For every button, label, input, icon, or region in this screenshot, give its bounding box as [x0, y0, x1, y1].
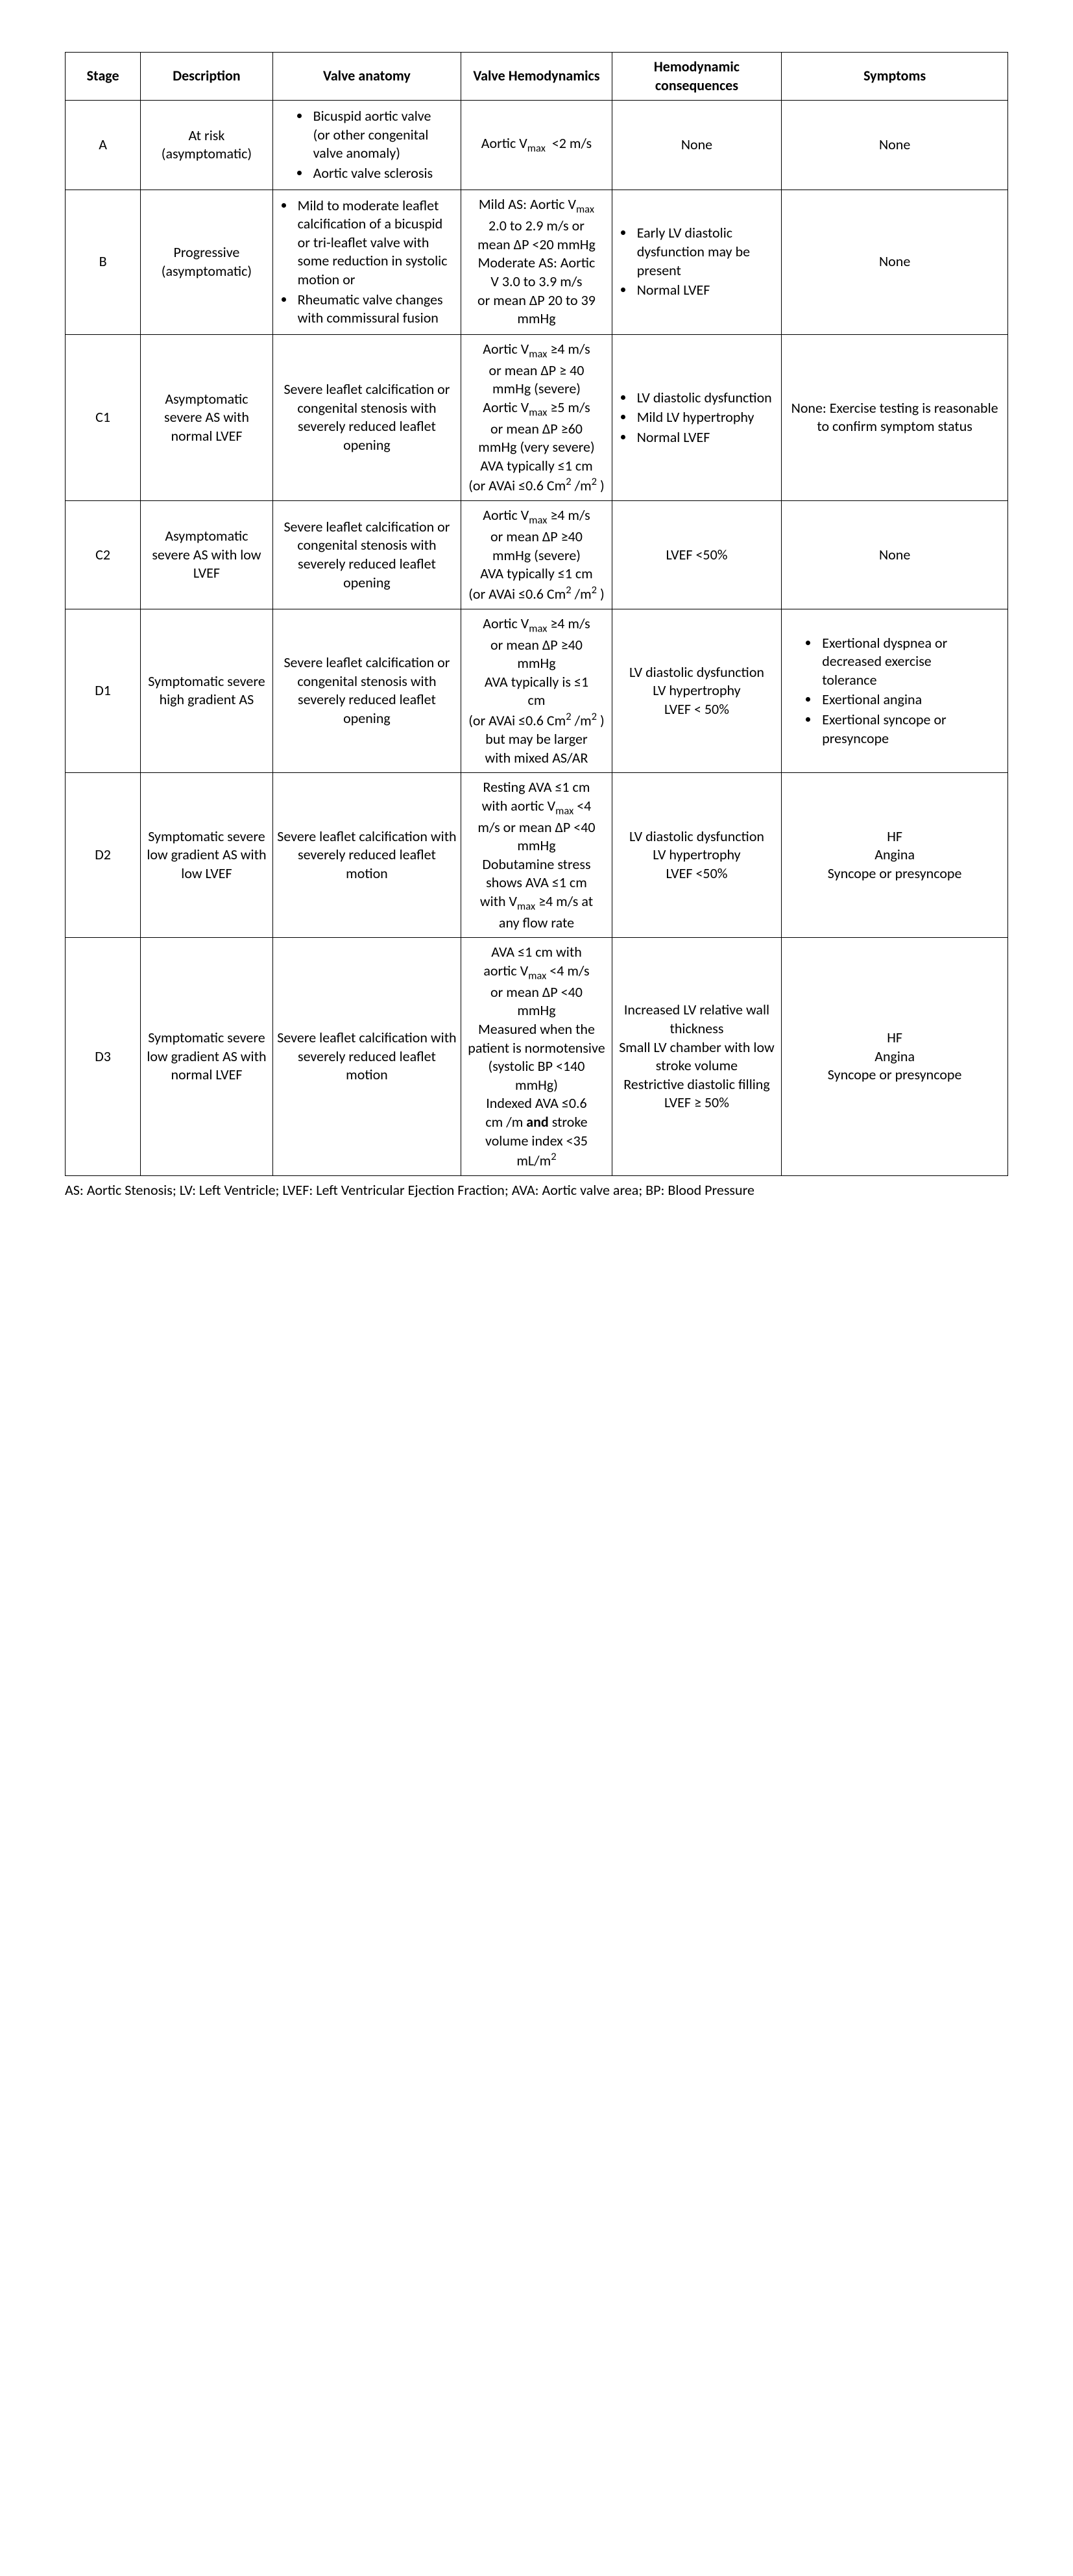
- cell-symptoms: None: [782, 501, 1008, 609]
- cell-hemodynamics: Mild AS: Aortic Vmax2.0 to 2.9 m/s ormea…: [461, 190, 612, 334]
- th-description: Description: [141, 53, 272, 101]
- cell-hemodynamics: Aortic Vmax ≥4 m/sor mean ΔP ≥40mmHg (se…: [461, 501, 612, 609]
- th-consequences: Hemodynamic consequences: [612, 53, 782, 101]
- th-stage: Stage: [66, 53, 141, 101]
- cell-anatomy: Severe leaflet calcification with severe…: [272, 938, 461, 1176]
- cell-consequences: Early LV diastolic dysfunction may be pr…: [612, 190, 782, 334]
- cell-description: At risk (asymptomatic): [141, 101, 272, 190]
- th-anatomy: Valve anatomy: [272, 53, 461, 101]
- table-row: B Progressive (asymptomatic) Mild to mod…: [66, 190, 1008, 334]
- cell-description: Asymptomatic severe AS with lowLVEF: [141, 501, 272, 609]
- cell-hemodynamics: Aortic Vmax ≥4 m/sor mean ΔP ≥ 40mmHg (s…: [461, 334, 612, 501]
- footnote: AS: Aortic Stenosis; LV: Left Ventricle;…: [65, 1181, 1008, 1200]
- list-item: Early LV diastolic dysfunction may be pr…: [634, 224, 778, 280]
- cell-description: Asymptomatic severe AS with normal LVEF: [141, 334, 272, 501]
- table-row: C2 Asymptomatic severe AS with lowLVEF S…: [66, 501, 1008, 609]
- cell-stage: A: [66, 101, 141, 190]
- stages-table: Stage Description Valve anatomy Valve He…: [65, 52, 1008, 1176]
- cell-symptoms: None: [782, 101, 1008, 190]
- cell-consequences: Increased LV relative wall thicknessSmal…: [612, 938, 782, 1176]
- table-row: A At risk (asymptomatic) Bicuspid aortic…: [66, 101, 1008, 190]
- header-row: Stage Description Valve anatomy Valve He…: [66, 53, 1008, 101]
- cell-consequences: LVEF <50%: [612, 501, 782, 609]
- cell-anatomy: Severe leaflet calcification or congenit…: [272, 334, 461, 501]
- cell-stage: C1: [66, 334, 141, 501]
- list-item: Normal LVEF: [634, 281, 778, 300]
- cell-stage: D2: [66, 773, 141, 938]
- list-item: LV diastolic dysfunction: [634, 389, 778, 408]
- table-row: C1 Asymptomatic severe AS with normal LV…: [66, 334, 1008, 501]
- cell-symptoms: None: [782, 190, 1008, 334]
- cell-consequences: LV diastolic dysfunctionLV hypertrophyLV…: [612, 609, 782, 772]
- cell-description: Symptomatic severehigh gradient AS: [141, 609, 272, 772]
- list-item: Bicuspid aortic valve (or other congenit…: [311, 107, 442, 163]
- cell-stage: C2: [66, 501, 141, 609]
- table-row: D2 Symptomatic severelow gradient AS wit…: [66, 773, 1008, 938]
- cell-consequences: LV diastolic dysfunction Mild LV hypertr…: [612, 334, 782, 501]
- cell-hemodynamics: AVA ≤1 cm withaortic Vmax <4 m/sor mean …: [461, 938, 612, 1176]
- cell-symptoms: Exertional dyspnea or decreased exercise…: [782, 609, 1008, 772]
- cell-hemodynamics: Aortic Vmax <2 m/s: [461, 101, 612, 190]
- list-item: Mild LV hypertrophy: [634, 408, 778, 427]
- cell-symptoms: None: Exercise testing is reasonable to …: [782, 334, 1008, 501]
- cell-anatomy: Severe leaflet calcification or congenit…: [272, 609, 461, 772]
- table-row: D1 Symptomatic severehigh gradient AS Se…: [66, 609, 1008, 772]
- cell-anatomy: Severe leaflet calcification or congenit…: [272, 501, 461, 609]
- cell-description: Symptomatic severelow gradient AS withno…: [141, 938, 272, 1176]
- list-item: Exertional syncope or presyncope: [819, 711, 988, 748]
- list-item: Rheumatic valve changes with commissural…: [295, 291, 457, 328]
- cell-stage: B: [66, 190, 141, 334]
- cell-description: Symptomatic severelow gradient AS withlo…: [141, 773, 272, 938]
- cell-symptoms: HFAnginaSyncope or presyncope: [782, 773, 1008, 938]
- cell-anatomy: Bicuspid aortic valve (or other congenit…: [272, 101, 461, 190]
- list-item: Normal LVEF: [634, 428, 778, 447]
- cell-anatomy: Mild to moderate leaflet calcification o…: [272, 190, 461, 334]
- cell-stage: D3: [66, 938, 141, 1176]
- cell-hemodynamics: Aortic Vmax ≥4 m/sor mean ΔP ≥40mmHgAVA …: [461, 609, 612, 772]
- cell-symptoms: HFAnginaSyncope or presyncope: [782, 938, 1008, 1176]
- list-item: Aortic valve sclerosis: [311, 164, 442, 183]
- th-symptoms: Symptoms: [782, 53, 1008, 101]
- cell-hemodynamics: Resting AVA ≤1 cmwith aortic Vmax <4m/s …: [461, 773, 612, 938]
- cell-consequences: None: [612, 101, 782, 190]
- list-item: Mild to moderate leaflet calcification o…: [295, 197, 457, 289]
- list-item: Exertional dyspnea or decreased exercise…: [819, 634, 988, 690]
- cell-stage: D1: [66, 609, 141, 772]
- list-item: Exertional angina: [819, 691, 988, 709]
- cell-description: Progressive (asymptomatic): [141, 190, 272, 334]
- table-row: D3 Symptomatic severelow gradient AS wit…: [66, 938, 1008, 1176]
- cell-anatomy: Severe leaflet calcification with severe…: [272, 773, 461, 938]
- th-hemodynamics: Valve Hemodynamics: [461, 53, 612, 101]
- cell-consequences: LV diastolic dysfunctionLV hypertrophyLV…: [612, 773, 782, 938]
